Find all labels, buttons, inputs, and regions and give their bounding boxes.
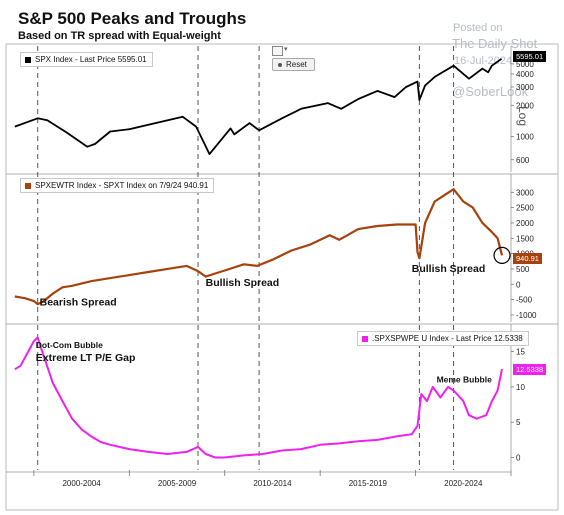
- last-value-tag-pe-gap: 12.5338: [513, 364, 547, 375]
- x-tick-label-3: 2015-2019: [349, 479, 388, 488]
- y-tick-label-top-0: 5000: [516, 60, 534, 69]
- legend-spread-swatch: [25, 182, 31, 189]
- series-line-top: [14, 58, 503, 155]
- chevron-down-icon[interactable]: ▾: [284, 46, 288, 53]
- series-line-bottom: [14, 336, 503, 459]
- watermark-posted-on: Posted on: [453, 22, 503, 34]
- y-axes: 5000400030002000100060030002500200015001…: [511, 60, 537, 463]
- outer-frame: [5, 43, 559, 511]
- y-tick-label-top-1: 4000: [516, 70, 534, 79]
- legend-spx-label: SPX Index - Last Price 5595.01: [35, 55, 147, 64]
- y-tick-label-middle-8: -1000: [516, 311, 537, 320]
- legend-pe-gap-swatch: [362, 335, 368, 342]
- reset-dot-icon: [278, 62, 282, 67]
- log-scale-label: Log: [516, 106, 530, 127]
- legend-spx: SPX Index - Last Price 5595.01: [20, 52, 153, 67]
- last-value-tag-spx: 5595.01: [513, 51, 547, 62]
- y-tick-label-middle-2: 2000: [516, 219, 534, 228]
- y-tick-label-middle-0: 3000: [516, 188, 534, 197]
- series-lines: [14, 58, 504, 459]
- legend-pe-gap-label: .SPXSPWPE U Index - Last Price 12.5338: [372, 334, 523, 343]
- annotation-middle-2: Bullish Spread: [412, 263, 486, 275]
- y-tick-label-middle-7: -500: [516, 296, 533, 305]
- legend-pe-gap: .SPXSPWPE U Index - Last Price 12.5338: [357, 331, 529, 346]
- reset-button[interactable]: Reset: [272, 58, 315, 71]
- x-tick-label-1: 2005-2009: [158, 479, 197, 488]
- reset-button-label: Reset: [286, 60, 307, 69]
- legend-spx-swatch: [25, 56, 31, 63]
- x-tick-label-2: 2010-2014: [253, 479, 292, 488]
- legend-spread-label: SPXEWTR Index - SPXT Index on 7/9/24 940…: [35, 181, 209, 190]
- annotation-bottom-2: Meme Bubble: [437, 375, 493, 385]
- x-tick-label-4: 2020-2024: [444, 479, 483, 488]
- annotation-middle-1: Bullish Spread: [206, 277, 280, 289]
- watermark-handle: @SoberLook: [452, 84, 529, 99]
- y-tick-label-bottom-1: 10: [516, 383, 525, 392]
- y-tick-label-middle-3: 1500: [516, 234, 534, 243]
- series-line-middle: [14, 188, 504, 306]
- annotation-bottom-1: Extreme LT P/E Gap: [36, 352, 136, 364]
- chart-subtitle: Based on TR spread with Equal-weight: [18, 30, 221, 42]
- last-value-tag-spread: 940.91: [513, 253, 542, 264]
- annotation-bottom-0: Dot-Com Bubble: [36, 340, 103, 350]
- y-tick-label-middle-6: 0: [516, 280, 521, 289]
- y-tick-label-top-3: 2000: [516, 101, 534, 110]
- endpoint-marker-circle: [493, 246, 511, 265]
- y-tick-label-top-4: 1000: [516, 133, 534, 142]
- x-tick-label-0: 2000-2004: [62, 479, 101, 488]
- y-tick-label-bottom-0: 15: [516, 348, 525, 357]
- x-axis: 2000-2004 2005-2009 2010-2014 2015-2019 2020…: [33, 470, 512, 488]
- watermark-date: 16-Jul-2024: [454, 55, 513, 67]
- chart-toggle-checkbox[interactable]: [272, 46, 283, 56]
- y-tick-label-bottom-3: 0: [516, 454, 521, 463]
- event-lines: [37, 46, 455, 470]
- annotation-middle-0: Bearish Spread: [40, 297, 117, 309]
- y-tick-label-bottom-2: 5: [516, 418, 521, 427]
- y-tick-label-middle-5: 500: [516, 265, 530, 274]
- panel-frames: [5, 43, 559, 511]
- legend-spread: SPXEWTR Index - SPXT Index on 7/9/24 940…: [20, 178, 215, 193]
- y-tick-label-top-2: 3000: [516, 83, 534, 92]
- y-tick-label-middle-1: 2500: [516, 204, 534, 213]
- markers: Bearish Spread Bullish Spread Bullish Spre…: [36, 246, 511, 385]
- chart-title: S&P 500 Peaks and Troughs: [18, 9, 247, 28]
- y-tick-label-top-5: 600: [516, 156, 530, 165]
